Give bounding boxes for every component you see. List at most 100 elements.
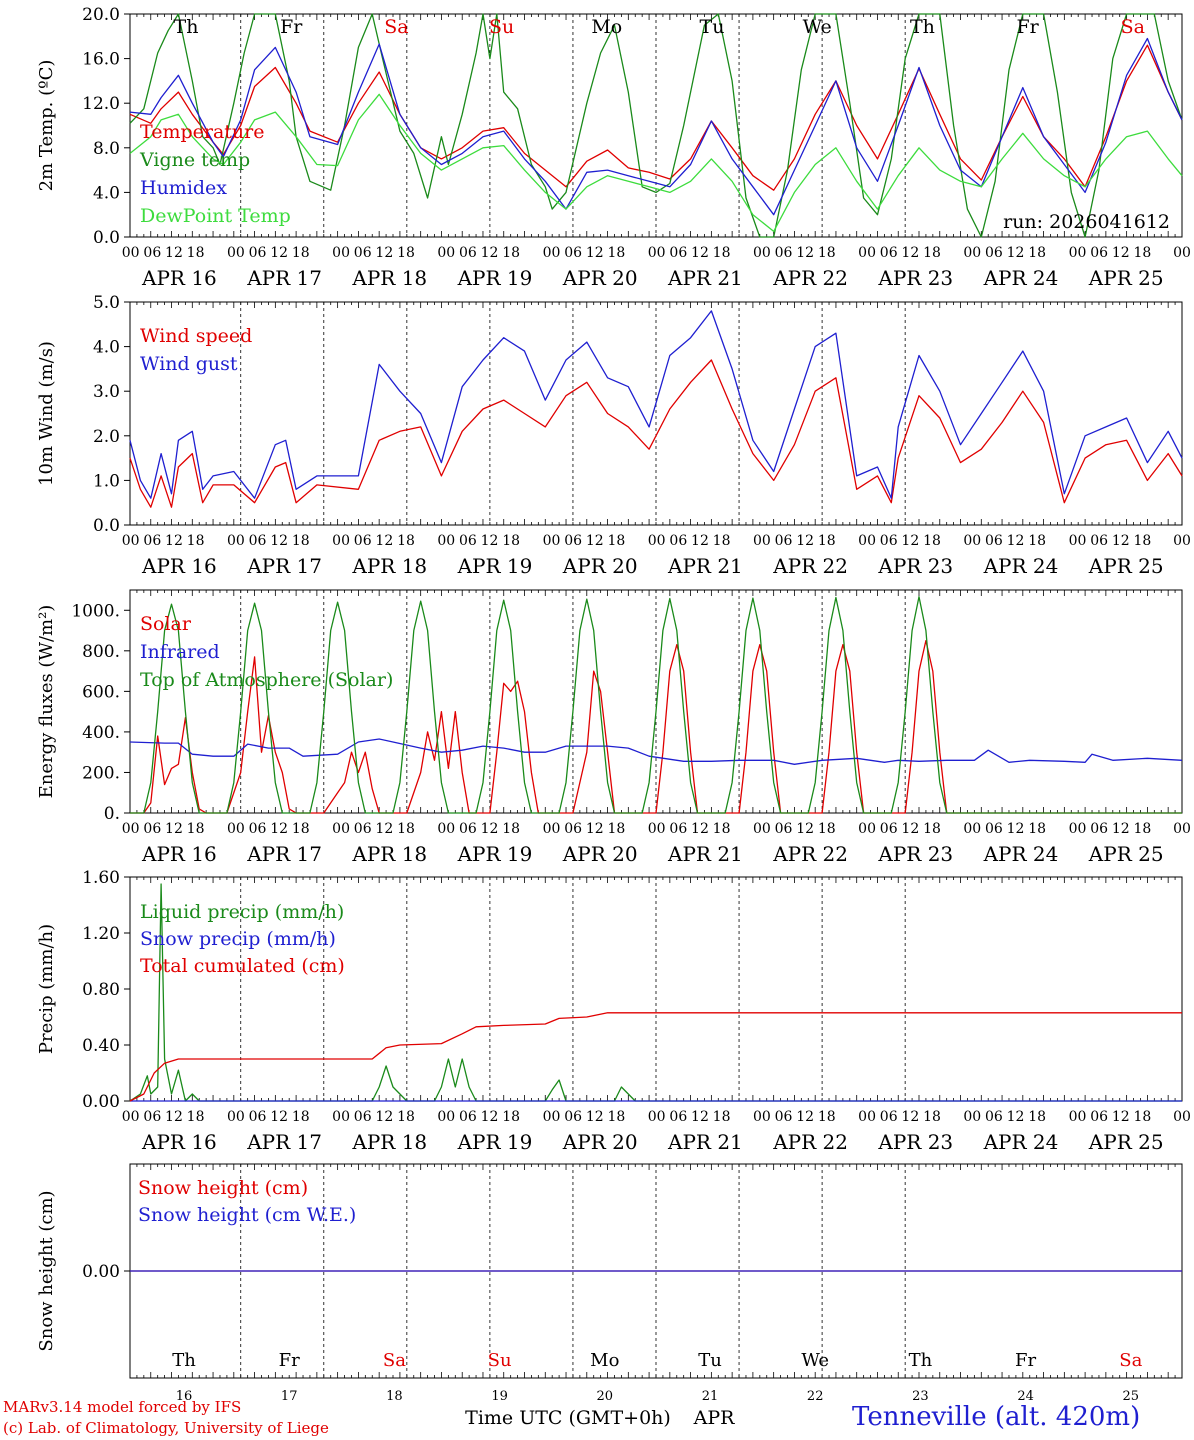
hour-tick-label: 06 <box>249 821 267 837</box>
date-label: APR 22 <box>772 554 848 578</box>
legend-entry: DewPoint Temp <box>140 205 291 227</box>
series-liquid-precip-mm-h- <box>129 883 1182 1102</box>
hour-tick-label: 12 <box>796 821 814 837</box>
hour-tick-label: 18 <box>818 533 836 549</box>
hour-tick-label: 00 <box>1173 821 1191 837</box>
hour-tick-label: 12 <box>375 245 393 261</box>
hour-tick-label: 12 <box>270 821 288 837</box>
date-label: APR 22 <box>772 842 848 866</box>
date-label: APR 17 <box>246 1130 322 1154</box>
hour-tick-label: 06 <box>985 1109 1003 1125</box>
hour-tick-label: 12 <box>1007 245 1025 261</box>
legend-entry: Wind gust <box>140 353 238 375</box>
day-number-label: 21 <box>702 1389 719 1404</box>
lab-credit: (c) Lab. of Climatology, University of L… <box>3 1419 329 1437</box>
legend-entry: Total cumulated (cm) <box>140 955 345 977</box>
hour-tick-label: 06 <box>354 533 372 549</box>
date-label: APR 23 <box>877 842 953 866</box>
hour-tick-label: 18 <box>1133 1109 1151 1125</box>
hour-tick-label: 06 <box>564 821 582 837</box>
hour-tick-label: 12 <box>1007 821 1025 837</box>
weekday-label: Su <box>488 1350 512 1371</box>
hour-tick-label: 06 <box>564 245 582 261</box>
y-tick-label: 1.20 <box>82 924 120 944</box>
hour-tick-label: 06 <box>1090 533 1108 549</box>
hour-tick-label: 18 <box>818 1109 836 1125</box>
hour-tick-label: 00 <box>332 533 350 549</box>
hour-tick-label: 00 <box>122 533 140 549</box>
hour-tick-label: 18 <box>187 245 205 261</box>
hour-tick-label: 12 <box>796 1109 814 1125</box>
hour-tick-label: 18 <box>1133 245 1151 261</box>
date-label: APR 20 <box>562 842 638 866</box>
y-tick-label: 20.0 <box>82 5 120 25</box>
weekday-label: Sa <box>384 16 408 38</box>
panel-wind <box>124 301 1183 526</box>
hour-tick-label: 00 <box>648 533 666 549</box>
date-label: APR 17 <box>246 842 322 866</box>
hour-tick-label: 06 <box>880 533 898 549</box>
hour-tick-label: 18 <box>292 821 310 837</box>
x-axis-label: Time UTC (GMT+0h) <box>465 1407 671 1429</box>
series-wind-gust <box>129 310 1183 499</box>
y-axis-label: 2m Temp. (ºC) <box>36 60 57 192</box>
date-label: APR 21 <box>667 554 743 578</box>
hour-tick-label: 06 <box>985 533 1003 549</box>
hour-tick-label: 18 <box>923 1109 941 1125</box>
y-tick-label: 0.0 <box>93 516 120 536</box>
date-label: APR 23 <box>877 1130 953 1154</box>
hour-tick-label: 06 <box>249 245 267 261</box>
y-tick-label: 1000. <box>71 601 120 621</box>
hour-tick-label: 00 <box>543 245 561 261</box>
date-label: APR 18 <box>351 1130 427 1154</box>
hour-tick-label: 18 <box>187 821 205 837</box>
hour-tick-label: 00 <box>1173 245 1191 261</box>
y-tick-label: 1.0 <box>93 471 120 491</box>
series-solar <box>130 640 1182 814</box>
day-number-label: 16 <box>176 1389 193 1404</box>
y-tick-label: 400. <box>82 723 120 743</box>
weekday-label: Tu <box>700 16 725 38</box>
hour-tick-label: 06 <box>775 245 793 261</box>
series-humidex <box>129 37 1183 216</box>
hour-tick-label: 12 <box>691 821 709 837</box>
panel-snow <box>124 1163 1183 1379</box>
y-axis-label: Energy fluxes (W/m²) <box>36 605 57 799</box>
hour-tick-label: 06 <box>1090 821 1108 837</box>
y-tick-label: 0.0 <box>93 228 120 248</box>
series-dewpoint-temp <box>129 93 1183 233</box>
hour-tick-label: 00 <box>543 821 561 837</box>
date-label: APR 16 <box>141 266 217 290</box>
y-axis-label: Precip (mm/h) <box>36 924 57 1054</box>
y-tick-label: 16.0 <box>82 50 120 70</box>
date-label: APR 24 <box>983 554 1059 578</box>
hour-tick-label: 12 <box>1007 1109 1025 1125</box>
date-label: APR 25 <box>1088 266 1164 290</box>
hour-tick-label: 00 <box>332 245 350 261</box>
weekday-label: Th <box>910 16 935 38</box>
hour-tick-label: 00 <box>648 821 666 837</box>
hour-tick-label: 06 <box>143 533 161 549</box>
legend-entry: Liquid precip (mm/h) <box>140 901 344 923</box>
hour-tick-label: 12 <box>165 1109 183 1125</box>
legend-entry: Top of Atmosphere (Solar) <box>140 669 393 691</box>
hour-tick-label: 12 <box>270 245 288 261</box>
hour-tick-label: 06 <box>880 245 898 261</box>
hour-tick-label: 00 <box>332 1109 350 1125</box>
y-axis-label: 10m Wind (m/s) <box>36 341 57 486</box>
day-number-label: 19 <box>491 1389 508 1404</box>
day-number-label: 22 <box>807 1389 824 1404</box>
legend-entry: Humidex <box>140 177 227 199</box>
hour-tick-label: 12 <box>1112 821 1130 837</box>
legend-entry: Wind speed <box>140 325 252 347</box>
date-label: APR 23 <box>877 266 953 290</box>
weekday-label: Fr <box>280 16 303 38</box>
date-label: APR 25 <box>1088 1130 1164 1154</box>
hour-tick-label: 18 <box>713 1109 731 1125</box>
hour-tick-label: 12 <box>270 1109 288 1125</box>
hour-tick-label: 18 <box>607 821 625 837</box>
legend-entry: Temperature <box>140 121 264 143</box>
hour-tick-label: 12 <box>796 533 814 549</box>
date-label: APR 16 <box>141 1130 217 1154</box>
hour-tick-label: 00 <box>437 1109 455 1125</box>
